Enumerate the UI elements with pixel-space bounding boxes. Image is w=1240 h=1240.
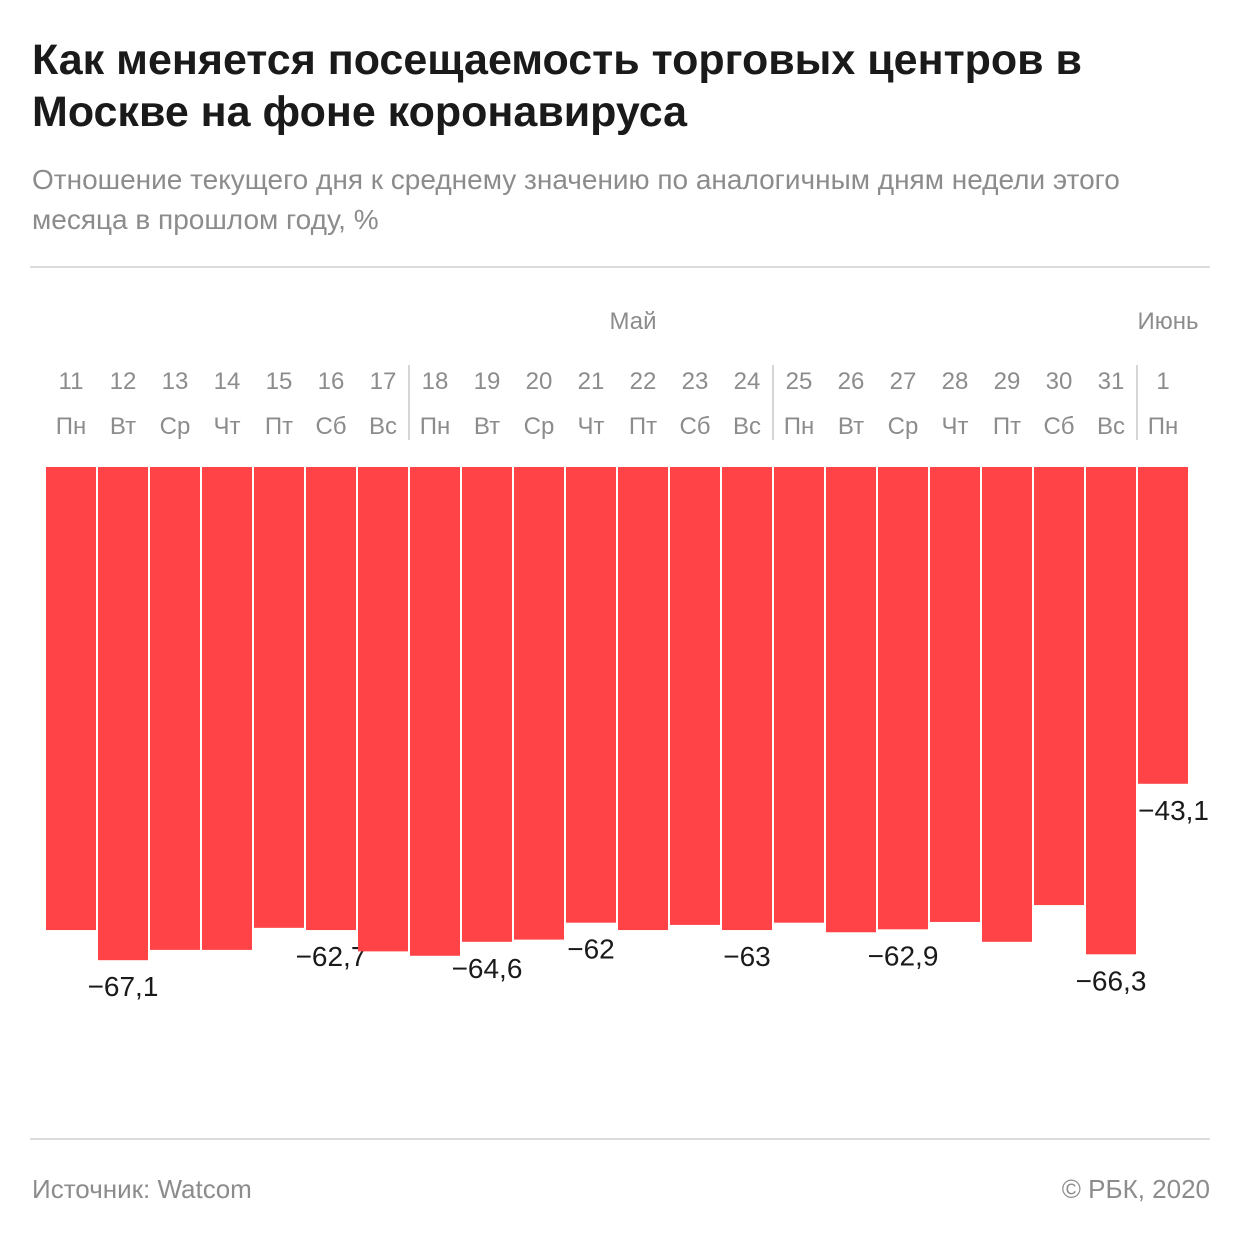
value-label: −67,1 [88, 971, 159, 1002]
bottom-divider [30, 1138, 1210, 1140]
value-label: −64,6 [452, 953, 523, 984]
bar [722, 467, 772, 931]
day-label: 17 [370, 368, 397, 395]
day-label: 29 [994, 368, 1021, 395]
weekday-label: Сб [679, 413, 710, 440]
day-label: 21 [578, 368, 605, 395]
day-label: 18 [422, 368, 449, 395]
day-label: 25 [786, 368, 813, 395]
month-label: Июнь [1137, 308, 1198, 335]
weekday-label: Пн [1148, 413, 1179, 440]
weekday-label: Ср [888, 413, 919, 440]
weekday-label: Вс [733, 413, 761, 440]
day-label: 30 [1046, 368, 1073, 395]
copyright-note: © РБК, 2020 [1061, 1174, 1210, 1204]
weekday-label: Чт [942, 413, 969, 440]
chart-subtitle: Отношение текущего дня к среднему значен… [32, 164, 1120, 235]
bar [1138, 467, 1188, 784]
weekday-label: Сб [315, 413, 346, 440]
bar [46, 467, 96, 931]
chart-title: Как меняется посещаемость торговых центр… [32, 36, 1082, 136]
bar [150, 467, 200, 950]
value-label: −62,7 [296, 941, 367, 972]
top-divider [30, 266, 1210, 268]
bar [98, 467, 148, 961]
day-label: 16 [318, 368, 345, 395]
weekday-label: Сб [1043, 413, 1074, 440]
day-label: 19 [474, 368, 501, 395]
bar [1034, 467, 1084, 906]
weekday-label: Пн [784, 413, 815, 440]
bar [670, 467, 720, 925]
value-label: −66,3 [1076, 965, 1147, 996]
bar [878, 467, 928, 930]
day-label: 1 [1156, 368, 1169, 395]
bar [1086, 467, 1136, 955]
weekday-label: Вт [838, 413, 864, 440]
value-label: −62 [567, 934, 615, 965]
day-label: 26 [838, 368, 865, 395]
weekday-label: Чт [578, 413, 605, 440]
value-label: −43,1 [1138, 795, 1209, 826]
bar [202, 467, 252, 950]
weekday-label: Чт [214, 413, 241, 440]
day-label: 12 [110, 368, 137, 395]
weekday-label: Вс [1097, 413, 1125, 440]
weekday-label: Ср [524, 413, 555, 440]
weekday-label: Ср [160, 413, 191, 440]
bar [410, 467, 460, 956]
bar-chart: Май Июнь 11 Пн 12 Вт −67,1 13 Ср 14 Чт 15 Пт 16 Сб −62,… [46, 308, 1209, 1002]
weekday-label: Вс [369, 413, 397, 440]
day-label: 14 [214, 368, 241, 395]
value-label: −63 [723, 941, 771, 972]
weekday-label: Вт [110, 413, 136, 440]
bar [930, 467, 980, 922]
bar [514, 467, 564, 940]
day-label: 20 [526, 368, 553, 395]
bar [826, 467, 876, 933]
weekday-label: Вт [474, 413, 500, 440]
weekday-label: Пн [420, 413, 451, 440]
day-label: 23 [682, 368, 709, 395]
weekday-label: Пт [629, 413, 657, 440]
day-label: 13 [162, 368, 189, 395]
day-label: 28 [942, 368, 969, 395]
day-label: 24 [734, 368, 761, 395]
month-label: Май [609, 308, 656, 335]
bar [306, 467, 356, 931]
value-label: −62,9 [868, 940, 939, 971]
weekday-label: Пн [56, 413, 87, 440]
bar [358, 467, 408, 952]
day-label: 11 [59, 368, 84, 395]
day-label: 27 [890, 368, 917, 395]
weekday-label: Пт [993, 413, 1021, 440]
day-label: 31 [1098, 368, 1125, 395]
bar [566, 467, 616, 923]
weekday-label: Пт [265, 413, 293, 440]
bar [254, 467, 304, 928]
bar [774, 467, 824, 923]
bar [618, 467, 668, 931]
day-label: 15 [266, 368, 293, 395]
bar [462, 467, 512, 942]
bar [982, 467, 1032, 942]
day-label: 22 [630, 368, 657, 395]
source-note: Источник: Watcom [32, 1174, 252, 1204]
